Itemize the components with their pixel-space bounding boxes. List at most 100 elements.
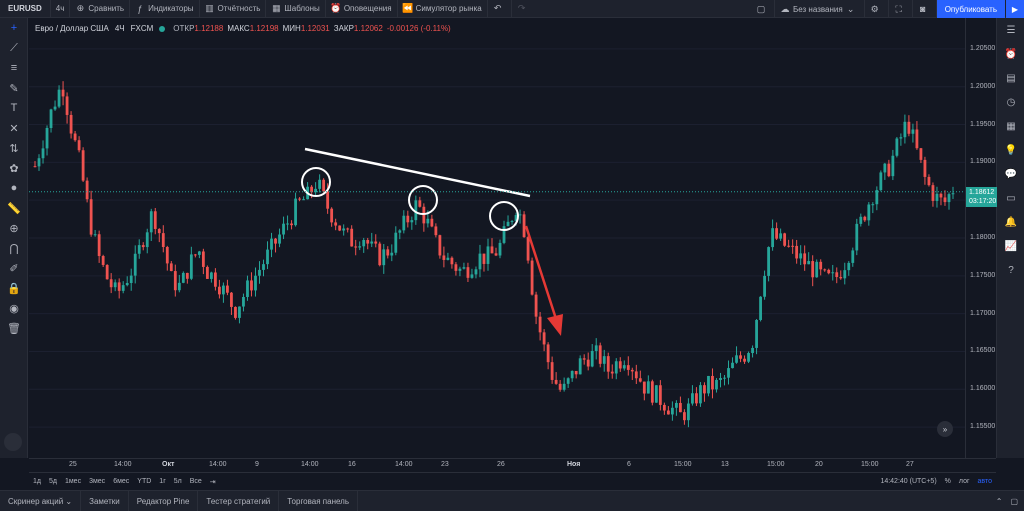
alerts-button[interactable]: ⏰ Оповещения — [326, 0, 398, 18]
crosshair-icon[interactable]: + — [10, 22, 18, 34]
candle-body — [859, 216, 863, 224]
range-button[interactable]: 3мес — [89, 478, 106, 485]
candle-body — [430, 218, 434, 227]
zoom-icon[interactable]: ⊕ — [9, 222, 19, 235]
down-arrow-head[interactable] — [547, 314, 563, 336]
circled-high-annotation[interactable] — [301, 167, 331, 197]
interval-button[interactable]: 4ч — [51, 0, 71, 18]
bottom-tab[interactable]: Заметки — [81, 490, 129, 511]
streams-icon[interactable]: ▭ — [1006, 192, 1016, 204]
candle-body — [101, 256, 105, 265]
undo-icon: ↶ — [493, 3, 502, 13]
fullscreen-button[interactable]: ⛶ — [889, 0, 913, 18]
prediction-icon[interactable]: ⇅ — [9, 142, 19, 155]
candle-body — [626, 365, 630, 370]
shapes-icon[interactable]: ✿ — [9, 162, 19, 175]
countdown: 03:17:20 — [969, 197, 997, 205]
range-button[interactable]: 5д — [48, 478, 57, 485]
candle-body — [935, 193, 939, 201]
ruler-icon[interactable]: 📏 — [7, 202, 21, 215]
eye-icon[interactable]: ◉ — [9, 302, 19, 315]
time-tick-label: 23 — [441, 461, 449, 468]
ideas-icon[interactable]: 💡 — [1004, 144, 1018, 156]
goto-date-icon[interactable]: ⇥ — [209, 478, 216, 486]
calendar-icon[interactable]: ▦ — [1006, 120, 1016, 132]
percent-toggle[interactable]: % — [944, 478, 951, 485]
collapse-icon[interactable]: ⌃ — [995, 496, 1003, 506]
candle-body — [213, 272, 217, 287]
play-button[interactable]: ▶ — [1006, 0, 1024, 18]
help-icon[interactable]: ? — [1008, 264, 1014, 276]
brush-icon[interactable]: ✎ — [9, 82, 19, 95]
candle-body — [775, 228, 779, 239]
pencil-lock-icon[interactable]: ✐ — [9, 262, 19, 275]
log-toggle[interactable]: лог — [958, 478, 970, 485]
symbol-search-button[interactable]: EURUSD — [0, 0, 51, 18]
replay-button[interactable]: ⏪ Симулятор рынка — [398, 0, 488, 18]
notifications-icon[interactable]: 🔔 — [1004, 216, 1018, 228]
bottom-tab[interactable]: Скринер акций ⌄ — [0, 490, 82, 511]
candle-body — [105, 264, 109, 280]
candle-body — [903, 121, 907, 138]
chart-pane[interactable]: Евро / Доллар США 4Ч FXCM ОТКР 1.12188 МА… — [29, 18, 965, 458]
candle-body — [590, 350, 594, 367]
circled-high-annotation[interactable] — [489, 201, 519, 231]
redo-button[interactable]: ↷ — [512, 0, 535, 18]
candle-body — [169, 263, 173, 272]
compare-button[interactable]: ⊕ Сравнить — [70, 0, 131, 18]
range-button[interactable]: 5л — [173, 478, 182, 485]
fib-icon[interactable]: ≡ — [10, 62, 18, 74]
publish-button[interactable]: Опубликовать — [936, 0, 1005, 18]
scroll-to-realtime-button[interactable]: » — [937, 421, 953, 437]
layout-toggle-button[interactable]: ▢ — [751, 0, 775, 18]
auto-toggle[interactable]: авто — [977, 478, 992, 485]
hotlist-icon[interactable]: ◷ — [1006, 96, 1016, 108]
price-axis[interactable]: 1.205001.200001.195001.190001.185001.180… — [965, 18, 997, 458]
chats-icon[interactable]: 💬 — [1004, 168, 1018, 180]
alerts-icon[interactable]: ⏰ — [1004, 48, 1018, 60]
candle-body — [711, 375, 714, 390]
right-sidebar: ☰ ⏰ ▤ ◷ ▦ 💡 💬 ▭ 🔔 📈 ? — [996, 18, 1024, 458]
reports-button[interactable]: ▥ Отчётность — [200, 0, 267, 18]
magnet-icon[interactable]: ⋂ — [9, 242, 19, 255]
range-button[interactable]: 6мес — [113, 478, 130, 485]
candle-body — [97, 234, 101, 257]
signals-icon[interactable]: 📈 — [1004, 240, 1018, 252]
time-axis[interactable]: 25 14:00 Окт 14:00 9 14:00 16 14:00 23 26 Ноя 6 15:0… — [29, 458, 996, 472]
range-button[interactable]: YTD — [137, 478, 152, 485]
range-button[interactable]: 1мес — [64, 478, 82, 485]
indicators-button[interactable]: ƒ Индикаторы — [130, 0, 200, 18]
settings-button[interactable]: ⚙ — [865, 0, 889, 18]
bottom-tab[interactable]: Торговая панель — [279, 490, 359, 511]
snapshot-button[interactable]: ◙ — [913, 0, 937, 18]
watchlist-icon[interactable]: ☰ — [1006, 24, 1016, 36]
candle-body — [518, 214, 522, 216]
clock[interactable]: 14:42:40 (UTC+5) — [880, 478, 937, 485]
plus-circle-icon: ⊕ — [76, 3, 85, 13]
down-arrow-shaft[interactable] — [524, 225, 559, 323]
trendline-icon[interactable]: ⟋ — [10, 41, 18, 54]
range-button[interactable]: 1г — [159, 478, 166, 485]
undo-button[interactable]: ↶ — [488, 0, 512, 18]
trash-icon[interactable]: 🗑 — [7, 322, 21, 335]
pattern-icon[interactable]: ✕ — [9, 122, 19, 135]
templates-button[interactable]: ▦ Шаблоны — [266, 0, 326, 18]
maximize-icon[interactable]: ▢ — [1010, 496, 1018, 506]
candle-body — [354, 246, 358, 248]
circled-high-annotation[interactable] — [408, 185, 438, 215]
bottom-tab[interactable]: Редактор Pine — [129, 490, 199, 511]
candle-body — [803, 253, 807, 265]
candle-body — [542, 332, 546, 345]
tradingview-logo-button[interactable] — [4, 433, 22, 451]
range-button[interactable]: 1д — [33, 478, 41, 485]
icons-icon[interactable]: ● — [10, 182, 18, 194]
time-tick-label: 15:00 — [861, 461, 879, 468]
text-icon[interactable]: T — [10, 102, 18, 114]
range-button[interactable]: Все — [189, 478, 202, 485]
layout-name-button[interactable]: ☁ Без названия ⌄ — [775, 0, 865, 18]
data-window-icon[interactable]: ▤ — [1006, 72, 1016, 84]
bottom-tab[interactable]: Тестер стратегий — [198, 490, 280, 511]
lock-icon[interactable]: 🔒 — [7, 282, 21, 295]
trendline-annotation[interactable] — [304, 147, 531, 198]
candle-body — [37, 158, 41, 167]
